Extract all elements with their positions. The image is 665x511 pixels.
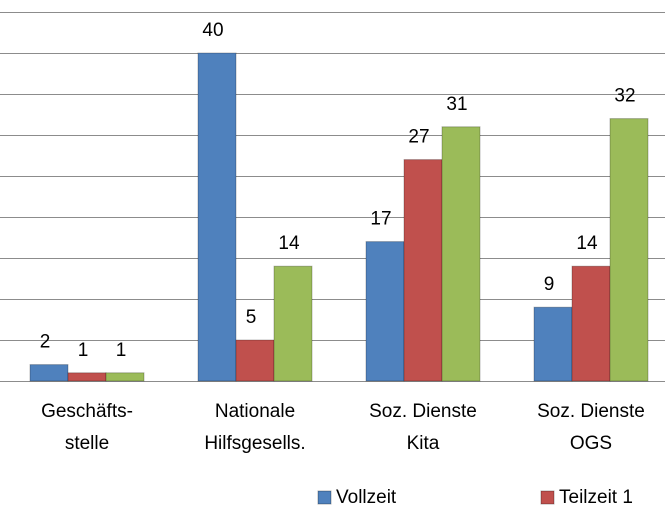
data-label: 32	[614, 86, 635, 107]
x-tick-label: Nationale	[215, 401, 295, 422]
bar	[571, 265, 611, 382]
bar	[105, 372, 145, 382]
x-tick-label: Soz. Dienste	[537, 401, 645, 422]
data-label: 9	[544, 274, 555, 295]
data-label: 27	[408, 127, 429, 148]
bar	[197, 52, 237, 382]
bar	[29, 364, 69, 382]
x-tick-label: Hilfsgesells.	[204, 433, 305, 454]
legend-label: Teilzeit 1	[559, 487, 633, 508]
bar	[273, 265, 313, 382]
bar	[365, 241, 405, 382]
data-label: 40	[202, 20, 223, 41]
x-tick-label: Kita	[407, 433, 440, 454]
x-tick-label: Geschäfts-	[41, 401, 133, 422]
data-label: 5	[246, 307, 257, 328]
bar	[235, 339, 275, 382]
data-label: 1	[78, 340, 89, 361]
x-tick-label: OGS	[570, 433, 612, 454]
data-label: 1	[116, 340, 127, 361]
data-label: 17	[370, 209, 391, 230]
bar	[67, 372, 107, 382]
data-label: 31	[446, 94, 467, 115]
bar	[441, 126, 481, 382]
data-label: 2	[40, 332, 51, 353]
legend-label: Vollzeit	[336, 487, 397, 508]
legend-swatch	[317, 490, 332, 505]
data-label: 14	[576, 233, 598, 254]
legend-swatch	[540, 490, 555, 505]
bar	[403, 159, 443, 382]
bar	[533, 306, 573, 382]
x-tick-label: Soz. Dienste	[369, 401, 477, 422]
x-tick-label: stelle	[65, 433, 109, 454]
bar	[609, 118, 649, 382]
data-label: 14	[278, 233, 300, 254]
